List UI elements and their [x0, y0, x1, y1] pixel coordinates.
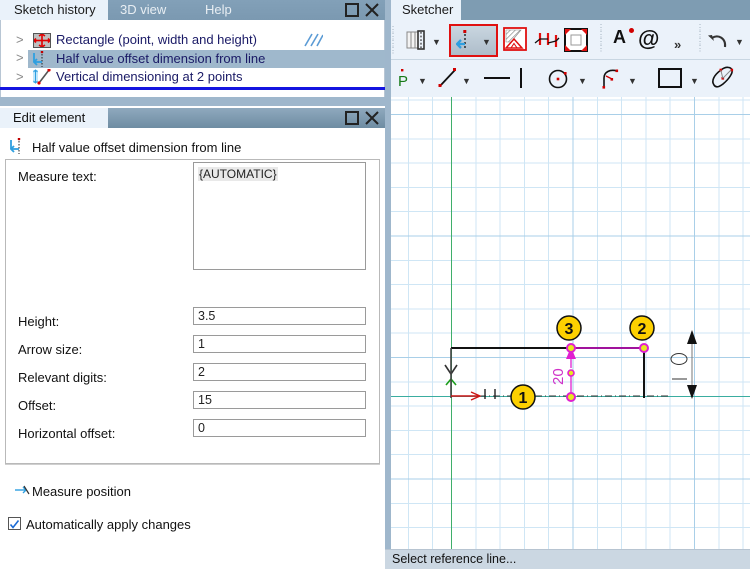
svg-text:3: 3: [565, 321, 574, 338]
svg-text:2: 2: [638, 321, 647, 338]
svg-text:20: 20: [550, 368, 567, 385]
svg-text:P: P: [398, 73, 408, 88]
svg-text:1: 1: [519, 390, 528, 407]
